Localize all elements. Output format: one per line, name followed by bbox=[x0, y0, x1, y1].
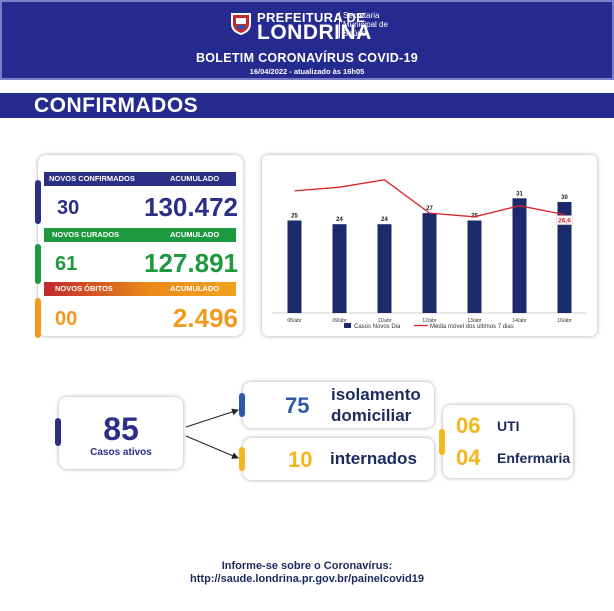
obitos-accent bbox=[35, 298, 41, 338]
header-border bbox=[0, 0, 614, 80]
isolamento-card bbox=[243, 382, 434, 428]
arrow-to-internados bbox=[185, 435, 239, 459]
bar-value-label: 24 bbox=[336, 217, 343, 223]
active-count: 85 bbox=[103, 411, 139, 447]
confirmados-header bbox=[44, 172, 236, 186]
londrina-crest-icon bbox=[231, 13, 251, 35]
internados-label: internados bbox=[330, 449, 417, 468]
hospital-accent bbox=[439, 429, 445, 455]
obitos-acc-label: ACUMULADO bbox=[170, 284, 220, 293]
header-banner bbox=[0, 0, 614, 80]
curados-acc-label: ACUMULADO bbox=[170, 230, 220, 239]
curados-total: 127.891 bbox=[144, 248, 238, 278]
logo-prefeitura: PREFEITURA DE bbox=[257, 10, 366, 25]
curados-accent bbox=[35, 244, 41, 284]
bar-12/abr bbox=[422, 213, 437, 313]
legend-bar-label: Casos Novos Dia bbox=[354, 324, 401, 330]
bar-value-label: 31 bbox=[516, 191, 523, 197]
uti-count: 06 bbox=[456, 413, 481, 438]
legend-line-label: Média móvel dos últimos 7 dias bbox=[430, 324, 514, 330]
curados-new: 61 bbox=[55, 253, 78, 275]
bulletin-title: BOLETIM CORONAVÍRUS COVID-19 bbox=[195, 51, 419, 65]
footer-url-link[interactable]: http://saude.londrina.pr.gov.br/painelco… bbox=[190, 573, 424, 585]
bar-value-label: 25 bbox=[291, 214, 298, 220]
x-tick-label: 12/abr bbox=[422, 318, 437, 324]
internados-count: 10 bbox=[288, 447, 313, 472]
curados-header bbox=[44, 228, 236, 242]
x-tick-label: 11/abr bbox=[378, 318, 392, 324]
logo-secretaria: Secretaria Municipal de Saúde bbox=[343, 11, 388, 38]
enfermaria-count: 04 bbox=[456, 445, 481, 470]
bulletin-date: 16/04/2022 - atualizado às 16h05 bbox=[249, 67, 365, 76]
confirmados-label: NOVOS CONFIRMADOS bbox=[49, 174, 135, 183]
average-value-label: 26,6 bbox=[558, 218, 571, 225]
x-tick-label: 09/abr bbox=[332, 318, 347, 324]
bar-14/abr bbox=[512, 198, 527, 313]
logo-londrina: LONDRINA bbox=[257, 21, 372, 44]
obitos-header bbox=[44, 282, 236, 296]
bar-value-label: 24 bbox=[381, 217, 388, 223]
x-tick-label: 13/abr bbox=[467, 318, 482, 324]
x-tick-label: 16/abr bbox=[557, 318, 572, 324]
obitos-total: 2.496 bbox=[172, 303, 238, 333]
bar-16/abr bbox=[557, 202, 572, 313]
moving-average-line bbox=[294, 179, 565, 218]
isolamento-accent bbox=[239, 393, 245, 417]
legend-bar-swatch bbox=[344, 323, 351, 328]
bar-09/abr bbox=[332, 224, 347, 313]
section-title: CONFIRMADOS bbox=[34, 94, 199, 117]
confirmados-accent bbox=[35, 180, 41, 224]
bar-11/abr bbox=[377, 224, 392, 313]
enfermaria-label: Enfermaria bbox=[497, 450, 571, 466]
active-accent bbox=[55, 418, 61, 446]
isolamento-label-2: domiciliar bbox=[331, 406, 412, 425]
obitos-new: 00 bbox=[55, 308, 78, 330]
x-tick-label: 08/abr bbox=[287, 318, 302, 324]
bar-08/abr bbox=[287, 220, 302, 313]
active-label: Casos ativos bbox=[90, 447, 152, 458]
bar-value-label: 27 bbox=[426, 206, 433, 212]
bar-value-label: 30 bbox=[561, 195, 568, 201]
footer-info: Informe-se sobre o Coronavírus: bbox=[221, 560, 393, 572]
internados-card bbox=[243, 438, 434, 480]
flow-arrows bbox=[185, 408, 239, 459]
isolamento-count: 75 bbox=[285, 393, 310, 418]
internados-accent bbox=[239, 447, 245, 471]
arrow-to-isolamento bbox=[185, 408, 239, 428]
section-title-bar bbox=[0, 93, 614, 118]
confirmados-acc-label: ACUMULADO bbox=[170, 174, 220, 183]
isolamento-label-1: isolamento bbox=[331, 385, 421, 404]
obitos-label: NOVOS ÓBITOS bbox=[55, 284, 113, 293]
average-label-box bbox=[556, 215, 573, 225]
x-tick-label: 14/abr bbox=[512, 318, 527, 324]
hospital-card bbox=[443, 405, 573, 478]
active-cases-card bbox=[59, 397, 183, 469]
logo-divider bbox=[339, 12, 340, 38]
confirmados-new: 30 bbox=[57, 197, 80, 219]
bar-13/abr bbox=[467, 220, 482, 313]
cases-chart: 2508/abr2409/abr2411/abr2712/abr2513/abr… bbox=[272, 179, 587, 330]
confirmados-total: 130.472 bbox=[144, 192, 238, 222]
curados-label: NOVOS CURADOS bbox=[52, 230, 120, 239]
uti-label: UTI bbox=[497, 418, 520, 434]
